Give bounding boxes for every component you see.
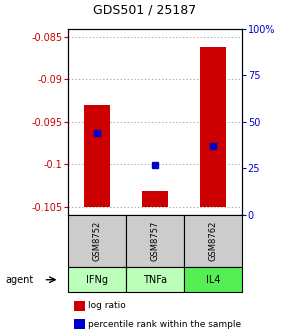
Text: percentile rank within the sample: percentile rank within the sample xyxy=(88,320,242,329)
Text: GDS501 / 25187: GDS501 / 25187 xyxy=(93,3,197,16)
Text: GSM8757: GSM8757 xyxy=(151,221,160,261)
Text: GSM8762: GSM8762 xyxy=(209,221,218,261)
Bar xyxy=(84,105,110,207)
Text: log ratio: log ratio xyxy=(88,301,126,310)
Text: IL4: IL4 xyxy=(206,275,220,285)
Text: GSM8752: GSM8752 xyxy=(93,221,102,261)
Bar xyxy=(142,191,168,207)
Text: IFNg: IFNg xyxy=(86,275,108,285)
Text: agent: agent xyxy=(6,275,34,285)
Text: TNFa: TNFa xyxy=(143,275,167,285)
Bar xyxy=(200,47,226,207)
